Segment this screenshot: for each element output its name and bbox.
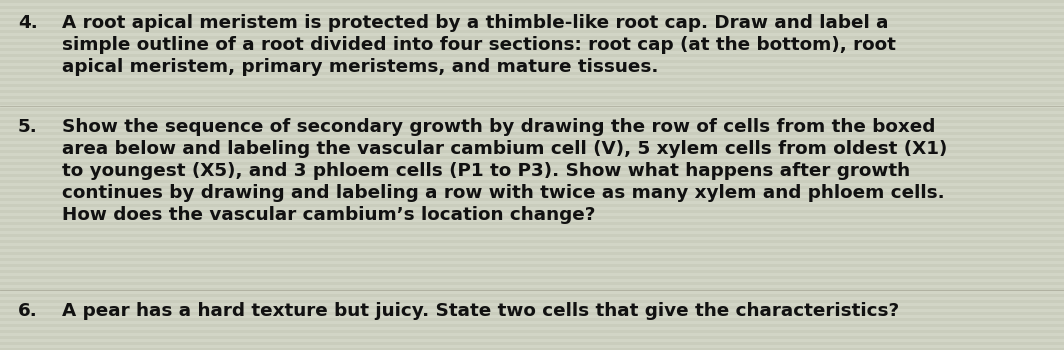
Text: area below and labeling the vascular cambium cell (V), 5 xylem cells from oldest: area below and labeling the vascular cam… (62, 140, 947, 158)
Text: Show the sequence of secondary growth by drawing the row of cells from the boxed: Show the sequence of secondary growth by… (62, 118, 935, 136)
Text: A pear has a hard texture but juicy. State two cells that give the characteristi: A pear has a hard texture but juicy. Sta… (62, 302, 899, 320)
Text: continues by drawing and labeling a row with twice as many xylem and phloem cell: continues by drawing and labeling a row … (62, 184, 945, 202)
Text: 4.: 4. (18, 14, 37, 32)
Text: apical meristem, primary meristems, and mature tissues.: apical meristem, primary meristems, and … (62, 58, 659, 76)
Text: 6.: 6. (18, 302, 37, 320)
Text: simple outline of a root divided into four sections: root cap (at the bottom), r: simple outline of a root divided into fo… (62, 36, 896, 54)
Text: to youngest (X5), and 3 phloem cells (P1 to P3). Show what happens after growth: to youngest (X5), and 3 phloem cells (P1… (62, 162, 910, 180)
Text: 5.: 5. (18, 118, 37, 136)
Text: How does the vascular cambium’s location change?: How does the vascular cambium’s location… (62, 206, 596, 224)
Text: A root apical meristem is protected by a thimble-like root cap. Draw and label a: A root apical meristem is protected by a… (62, 14, 888, 32)
